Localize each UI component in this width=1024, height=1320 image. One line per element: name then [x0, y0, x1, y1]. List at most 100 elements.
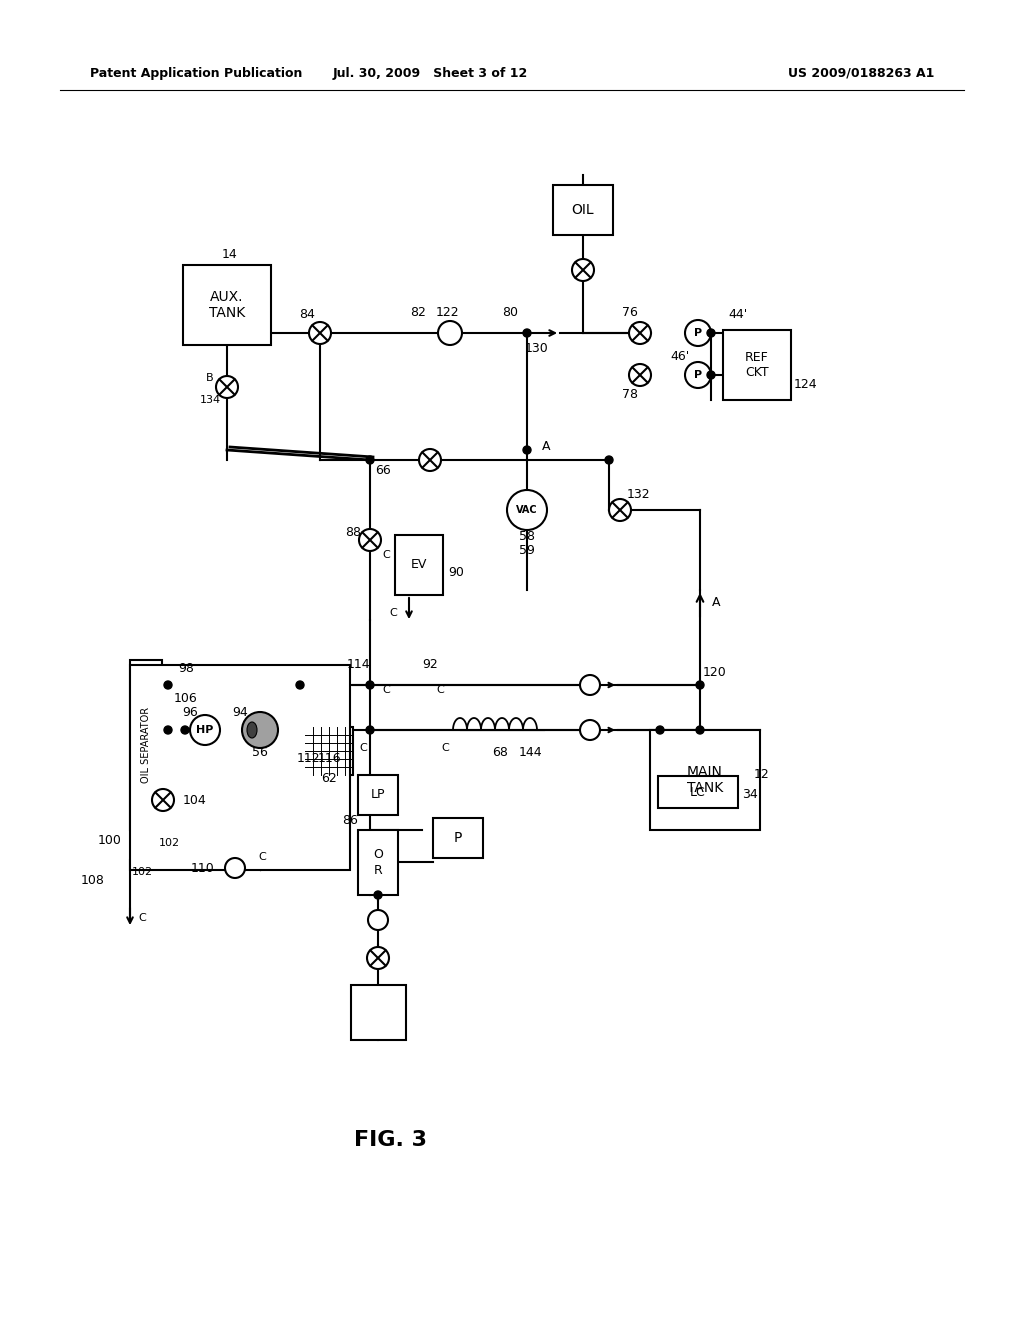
- Text: 58: 58: [519, 531, 535, 544]
- Text: Patent Application Publication: Patent Application Publication: [90, 66, 302, 79]
- Circle shape: [685, 319, 711, 346]
- Text: 106: 106: [174, 693, 198, 705]
- Bar: [130, 665, 350, 870]
- Bar: [723, 330, 791, 400]
- Bar: [183, 265, 271, 345]
- Text: US 2009/0188263 A1: US 2009/0188263 A1: [787, 66, 934, 79]
- Circle shape: [580, 719, 600, 741]
- Text: 144: 144: [518, 746, 542, 759]
- Text: 66: 66: [375, 463, 391, 477]
- Text: 116: 116: [317, 751, 341, 764]
- Text: 90: 90: [449, 565, 464, 578]
- Text: 104: 104: [183, 793, 207, 807]
- Circle shape: [419, 449, 441, 471]
- Bar: [650, 730, 760, 830]
- Text: VAC: VAC: [516, 506, 538, 515]
- Text: 62: 62: [322, 772, 337, 785]
- Bar: [553, 185, 613, 235]
- Circle shape: [367, 946, 389, 969]
- Text: P: P: [694, 327, 702, 338]
- Text: 122: 122: [435, 305, 459, 318]
- Circle shape: [685, 362, 711, 388]
- Text: C: C: [382, 550, 390, 560]
- Text: 100: 100: [98, 833, 122, 846]
- Bar: [433, 818, 483, 858]
- Text: 132: 132: [627, 487, 650, 500]
- Text: 134: 134: [200, 395, 220, 405]
- Text: A: A: [542, 440, 551, 453]
- Circle shape: [242, 711, 278, 748]
- Circle shape: [366, 681, 374, 689]
- Text: HP: HP: [197, 725, 214, 735]
- Text: C: C: [382, 685, 390, 696]
- Text: EV: EV: [411, 558, 427, 572]
- Text: 86: 86: [342, 813, 358, 826]
- Text: P: P: [454, 832, 462, 845]
- Circle shape: [707, 329, 715, 337]
- Text: C: C: [389, 609, 397, 618]
- Text: 102: 102: [132, 867, 154, 876]
- Circle shape: [181, 726, 189, 734]
- Text: 102: 102: [159, 838, 180, 847]
- Text: FIG. 3: FIG. 3: [353, 1130, 427, 1150]
- Text: 112: 112: [296, 751, 319, 764]
- Text: REF
CKT: REF CKT: [745, 351, 769, 379]
- Text: 76: 76: [622, 306, 638, 319]
- Text: 108: 108: [81, 874, 104, 887]
- Circle shape: [605, 455, 613, 465]
- Circle shape: [368, 909, 388, 931]
- Circle shape: [366, 455, 374, 465]
- Text: MAIN
TANK: MAIN TANK: [687, 764, 723, 795]
- Text: LP: LP: [371, 788, 385, 801]
- Circle shape: [152, 789, 174, 810]
- Bar: [658, 776, 738, 808]
- Text: 12: 12: [754, 768, 770, 781]
- Circle shape: [164, 726, 172, 734]
- Text: 34: 34: [742, 788, 758, 801]
- Text: B: B: [206, 374, 214, 383]
- Text: AUX.
TANK: AUX. TANK: [209, 290, 245, 321]
- Bar: [395, 535, 443, 595]
- Text: 68: 68: [493, 746, 508, 759]
- Circle shape: [580, 675, 600, 696]
- Bar: [358, 830, 398, 895]
- Circle shape: [707, 371, 715, 379]
- Circle shape: [164, 681, 172, 689]
- Text: 114: 114: [346, 659, 370, 672]
- Text: 98: 98: [178, 661, 194, 675]
- Text: C: C: [138, 913, 145, 923]
- Text: 88: 88: [345, 527, 361, 540]
- Text: C: C: [436, 685, 443, 696]
- Text: 94: 94: [232, 705, 248, 718]
- Text: P: P: [694, 370, 702, 380]
- Text: C: C: [258, 851, 266, 862]
- Text: OIL: OIL: [571, 203, 594, 216]
- Circle shape: [296, 681, 304, 689]
- Ellipse shape: [247, 722, 257, 738]
- Text: C: C: [441, 743, 449, 752]
- Text: 56: 56: [252, 746, 268, 759]
- Text: 84: 84: [299, 308, 315, 321]
- Circle shape: [374, 891, 382, 899]
- Circle shape: [629, 322, 651, 345]
- Text: A: A: [712, 597, 720, 610]
- Text: 120: 120: [703, 665, 727, 678]
- Text: 80: 80: [502, 306, 518, 319]
- Circle shape: [216, 376, 238, 399]
- Circle shape: [438, 321, 462, 345]
- Circle shape: [225, 858, 245, 878]
- Text: 130: 130: [525, 342, 549, 355]
- Circle shape: [507, 490, 547, 531]
- Text: 14: 14: [222, 248, 238, 260]
- Text: 92: 92: [422, 659, 438, 672]
- Text: 110: 110: [190, 862, 214, 874]
- Circle shape: [609, 499, 631, 521]
- Bar: [305, 727, 353, 775]
- Text: 124: 124: [794, 379, 817, 392]
- Circle shape: [359, 529, 381, 550]
- Text: 59: 59: [519, 544, 535, 557]
- Circle shape: [190, 715, 220, 744]
- Text: 44': 44': [728, 309, 748, 322]
- Circle shape: [656, 726, 664, 734]
- Text: 82: 82: [410, 306, 426, 319]
